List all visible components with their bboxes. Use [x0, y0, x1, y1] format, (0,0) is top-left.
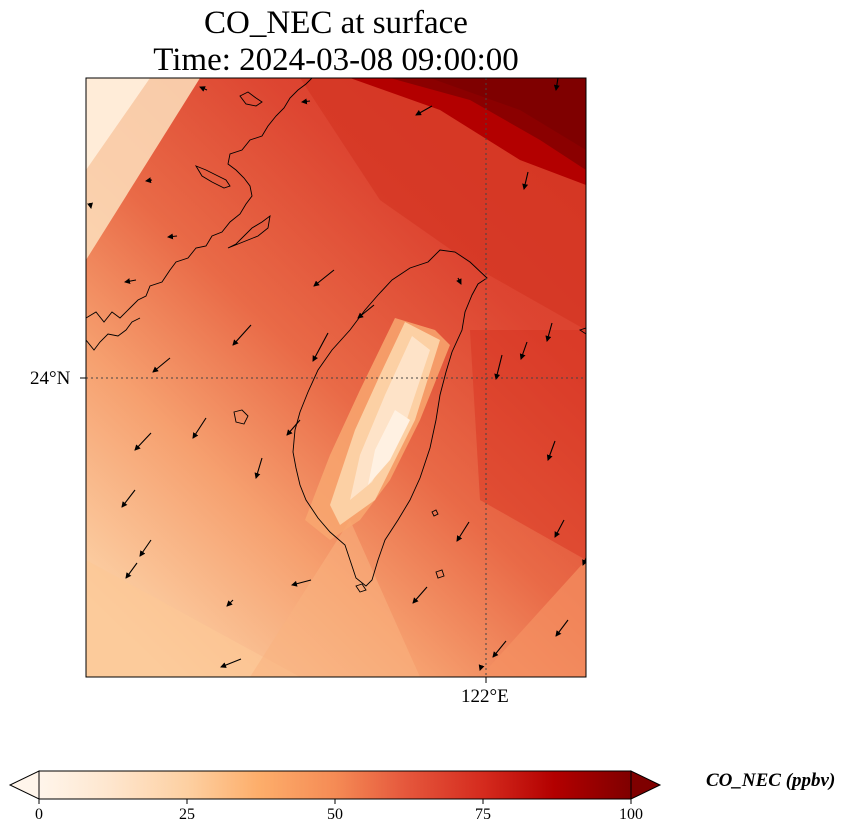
wind-arrow: [522, 171, 529, 190]
wind-vectors: [87, 78, 586, 671]
lon-label-122: 122°E: [461, 686, 509, 707]
wind-arrow: [232, 324, 252, 346]
wind-arrow: [546, 440, 556, 461]
china-coastline: [86, 78, 313, 323]
wind-arrow: [145, 177, 153, 184]
colorbar-gradient: [39, 771, 631, 799]
map-title-line-1: CO_NEC at surface: [204, 5, 468, 41]
wind-arrow: [545, 322, 553, 342]
wind-arrow: [199, 86, 208, 92]
wind-arrow: [291, 579, 312, 587]
wind-arrow: [412, 586, 428, 604]
wind-arrow: [125, 562, 138, 579]
colorbar-tick-label-75: 75: [475, 806, 491, 823]
colorbar-extend-min: [8, 770, 40, 800]
wind-arrow: [554, 519, 565, 538]
wind-arrow: [555, 619, 569, 637]
colorbar-label: CO_NEC (ppbv): [706, 770, 836, 791]
wind-arrow: [226, 599, 234, 607]
wind-arrow: [553, 78, 560, 91]
map-title-line-2: Time: 2024-03-08 09:00:00: [153, 42, 519, 78]
wind-arrow: [301, 98, 311, 105]
colorbar: [8, 770, 662, 804]
taiwan-coastline: [292, 249, 488, 587]
wind-arrow: [254, 457, 263, 479]
wind-arrow: [124, 278, 137, 285]
wind-arrow: [312, 332, 329, 362]
wind-arrow: [167, 233, 178, 240]
wind-arrow: [415, 105, 433, 116]
wind-arrow: [152, 357, 171, 373]
wind-arrow: [456, 521, 470, 542]
gridlines: [86, 78, 586, 677]
wind-arrow: [220, 658, 242, 668]
wind-arrow: [139, 539, 152, 557]
wind-arrow: [478, 664, 485, 671]
coastline: [86, 78, 586, 593]
colorbar-tick-label-25: 25: [179, 806, 195, 823]
colorbar-extend-max: [630, 770, 662, 800]
wind-arrow: [134, 432, 152, 451]
wind-arrow: [494, 354, 503, 380]
wind-arrow: [313, 269, 335, 287]
wind-arrow: [286, 419, 301, 436]
map-plot: [80, 77, 587, 683]
colorbar-tick-label-100: 100: [619, 806, 643, 823]
wind-arrow: [87, 202, 93, 209]
wind-arrow: [121, 489, 136, 508]
wind-arrow: [492, 640, 507, 658]
wind-arrow: [192, 417, 207, 439]
colorbar-tick-label-0: 0: [35, 806, 43, 823]
wind-arrow: [456, 277, 462, 285]
colorbar-tick-label-50: 50: [327, 806, 343, 823]
lat-label-24: 24°N: [30, 368, 71, 389]
wind-arrow: [357, 304, 375, 319]
wind-arrow: [519, 341, 528, 360]
